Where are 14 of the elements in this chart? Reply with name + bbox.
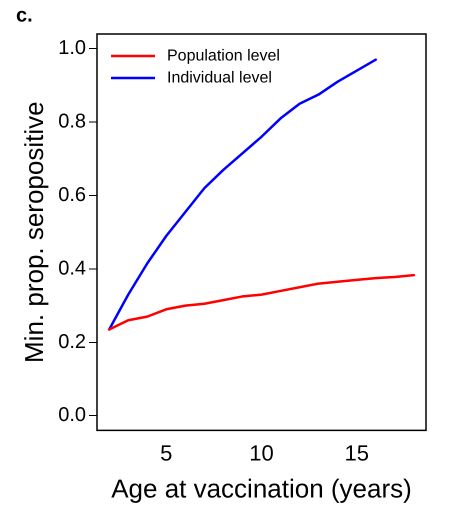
y-tick-label: 0.4 <box>58 257 86 280</box>
legend-label: Individual level <box>167 69 272 86</box>
legend-label: Population level <box>167 47 280 64</box>
y-tick-label: 0.0 <box>58 404 86 426</box>
y-axis-title: Min. prop. seropositive <box>18 101 49 363</box>
y-tick-label: 0.6 <box>58 184 86 206</box>
y-tick-label: 1.0 <box>58 37 86 60</box>
x-axis-title: Age at vaccination (years) <box>111 474 412 504</box>
y-tick-label: 0.2 <box>58 330 86 353</box>
x-tick-label: 10 <box>249 440 274 466</box>
chart-title: c. <box>16 4 33 27</box>
x-tick-label: 15 <box>344 440 369 466</box>
y-tick-label: 0.8 <box>58 110 86 133</box>
x-tick-label: 5 <box>160 440 172 466</box>
